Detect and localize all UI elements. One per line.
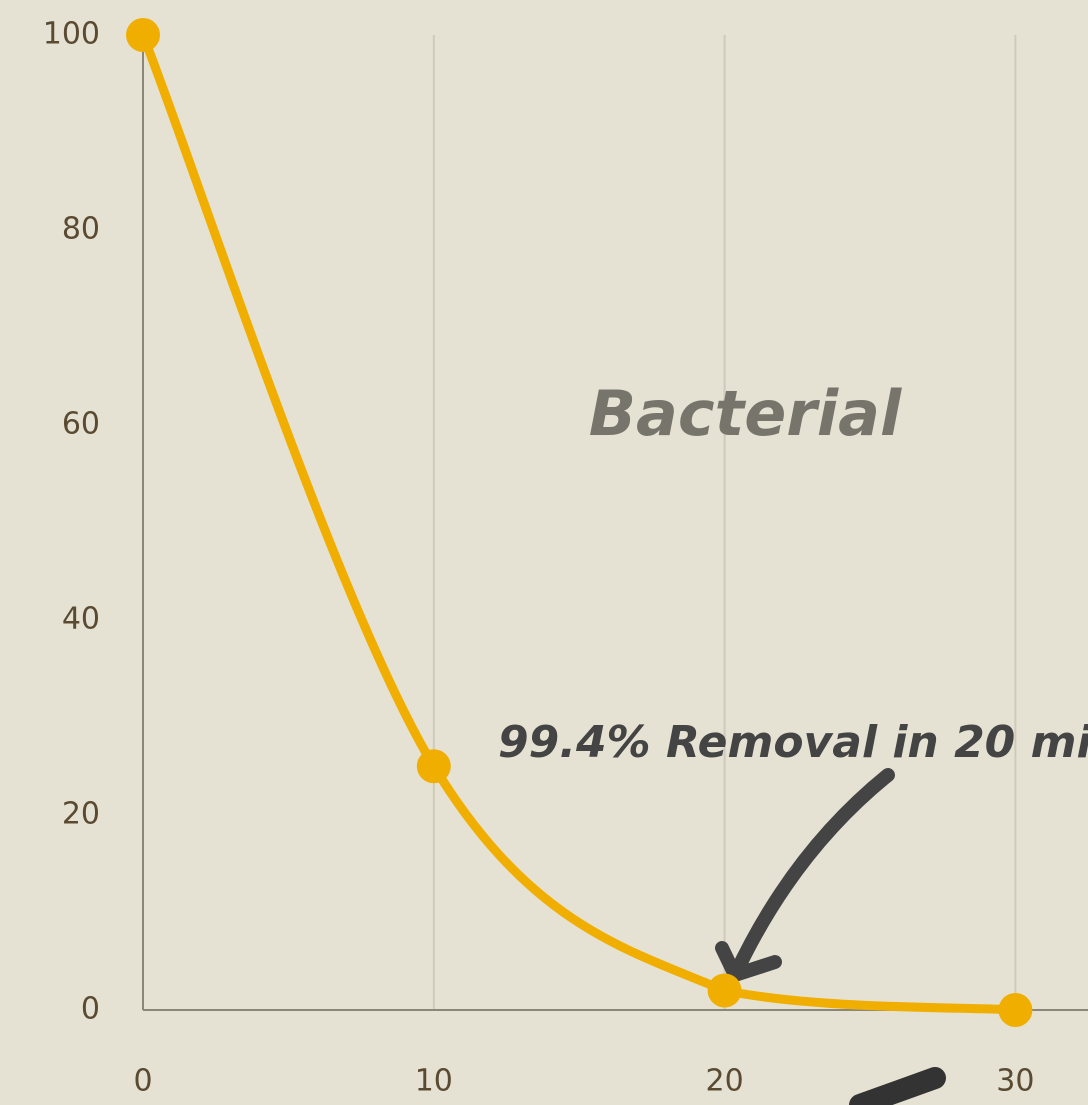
x-tick-label: 10 (415, 1064, 453, 1099)
x-tick-label: 30 (996, 1064, 1034, 1099)
y-tick-label: 20 (62, 797, 100, 832)
point (417, 749, 451, 783)
y-tick-label: 100 (43, 17, 100, 52)
point (708, 974, 742, 1008)
x-tick-label: 20 (706, 1064, 744, 1099)
x-tick-label: 0 (133, 1064, 152, 1099)
chart: Bacterial 99.4% Removal in 20 min 0 20 40 6… (0, 0, 1088, 1105)
y-tick-label: 80 (62, 212, 100, 247)
point (126, 18, 160, 52)
point (998, 993, 1032, 1027)
y-tick-label: 0 (81, 992, 100, 1027)
annotation: 99.4% Removal in 20 min (498, 717, 1088, 768)
y-tick-label: 40 (62, 602, 100, 637)
background (0, 0, 1088, 1105)
y-tick-label: 60 (62, 407, 100, 442)
series-label: Bacterial (589, 377, 902, 450)
